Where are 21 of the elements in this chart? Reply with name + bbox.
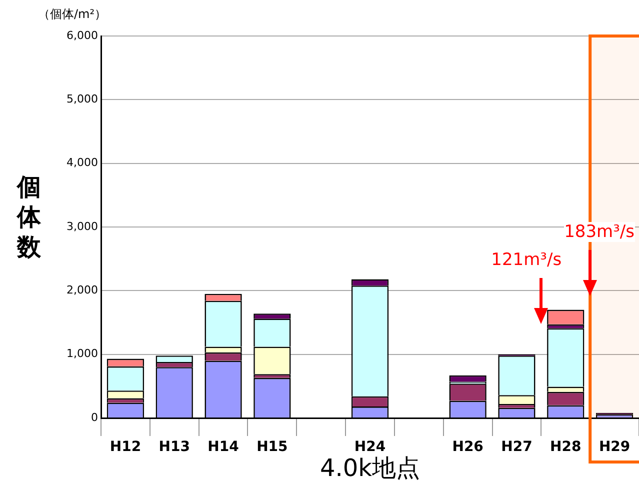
y-tick-label: 3,000 — [66, 220, 98, 233]
x-tick-label: H14 — [208, 439, 240, 456]
y-axis-title: 個体数 — [15, 172, 42, 262]
x-tick-label: H28 — [550, 439, 582, 456]
x-tick-label: H13 — [158, 439, 190, 456]
x-axis-title: 4.0k地点 — [320, 454, 420, 482]
x-tick-label: H15 — [256, 439, 288, 456]
y-tick-label: 6,000 — [66, 28, 98, 42]
x-tick-label: H12 — [110, 439, 142, 456]
text: （個体/m²） — [38, 6, 107, 23]
y-tick-label: 1,000 — [66, 347, 98, 360]
y-tick-label: 5,000 — [66, 92, 98, 106]
y-tick-label: 4,000 — [66, 156, 98, 170]
y-tick-label: 2,000 — [66, 284, 98, 297]
annotation: 183m³/s — [564, 222, 634, 242]
y-tick-label: 0 — [91, 410, 98, 424]
x-tick-label: H27 — [501, 439, 532, 456]
x-tick-label: H26 — [452, 439, 484, 456]
x-tick-label: H24 — [354, 439, 386, 456]
annotation: 121m³/s — [491, 250, 562, 270]
x-tick-label: H29 — [598, 439, 630, 456]
